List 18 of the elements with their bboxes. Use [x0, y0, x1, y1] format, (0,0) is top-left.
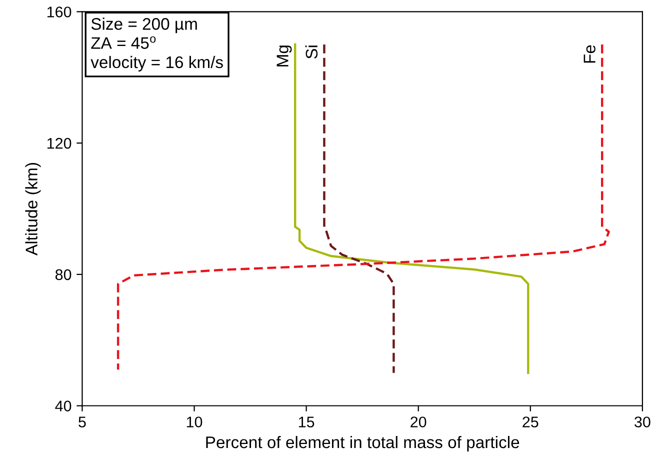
y-axis-title: Altitude (km): [25, 162, 41, 256]
y-tick-label: 160: [47, 6, 72, 18]
x-tick-label: 15: [298, 416, 314, 428]
x-tick-label: 25: [522, 416, 538, 428]
y-tick-label: 120: [47, 138, 72, 149]
annotation: Size = 200 µm ZA = 45$^{o}$ velocity = 16 km/s: [90, 18, 223, 72]
y-tick-label: 80: [55, 269, 72, 280]
x-tick-label: 10: [186, 416, 202, 428]
x-tick-label: 5: [78, 416, 86, 428]
text: Mg: [276, 46, 292, 66]
y-tick-label: 40: [55, 400, 72, 412]
text: Fe: [584, 45, 596, 63]
line-series: [323, 43, 395, 374]
line-series: [294, 43, 530, 374]
text: Si: [305, 46, 318, 59]
x-tick-label: 30: [634, 416, 650, 428]
x-tick-label: 20: [410, 416, 426, 428]
x-axis-title: Percent of element in total mass of particle: [206, 436, 520, 452]
